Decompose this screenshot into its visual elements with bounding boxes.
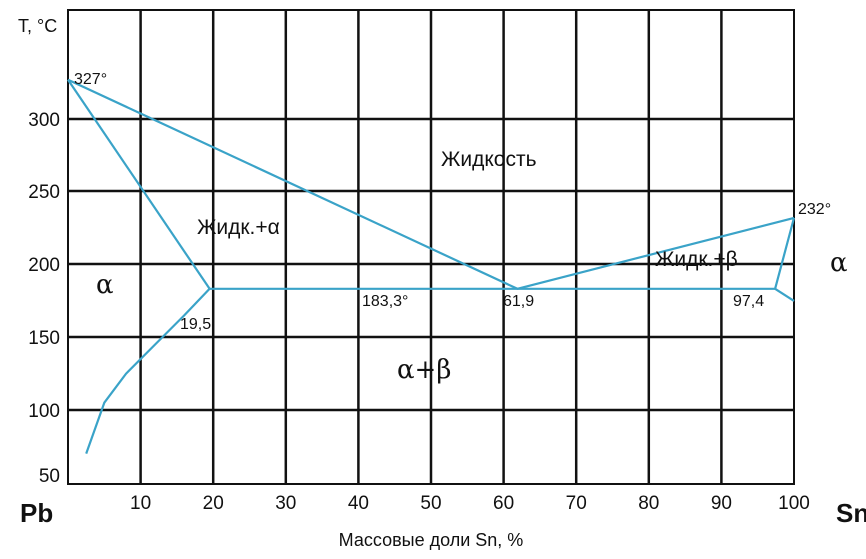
- eutectic-comp-label: 61,9: [503, 293, 534, 310]
- sn-solubility-label: 97,4: [733, 293, 764, 310]
- sn-solidus-line: [774, 217, 796, 290]
- x-axis-title: Массовые доли Sn, %: [339, 530, 524, 550]
- y-axis-title: T, °C: [18, 16, 57, 36]
- y-tick-label: 300: [28, 110, 60, 131]
- pb-label: Pb: [20, 498, 53, 528]
- x-tick-label: 70: [566, 493, 587, 514]
- x-tick-label: 30: [275, 493, 296, 514]
- region-liquid-beta: Жидк.+β: [655, 248, 738, 271]
- region-liquid-alpha: Жидк.+α: [197, 216, 280, 239]
- pb-solubility-label: 19,5: [180, 316, 211, 333]
- pb-solvus-line: [85, 288, 211, 454]
- x-tick-label: 50: [420, 493, 441, 514]
- y-tick-label: 250: [28, 182, 60, 203]
- sn-label: Sn: [836, 498, 866, 528]
- pb-solidus-line: [67, 79, 211, 290]
- eutectic-temp-label: 183,3°: [362, 293, 408, 310]
- x-tick-label: 40: [348, 493, 369, 514]
- y-tick-label: 50: [39, 466, 60, 487]
- x-tick-label: 20: [203, 493, 224, 514]
- region-alpha-beta: α+β: [397, 355, 451, 385]
- y-tick-label: 100: [28, 401, 60, 422]
- x-tick-label: 90: [711, 493, 732, 514]
- x-tick-label: 10: [130, 493, 151, 514]
- region-alpha-right: α: [830, 248, 848, 278]
- phase-lines: [67, 78, 796, 454]
- y-tick-label: 150: [28, 328, 60, 349]
- pb-melting-label: 327°: [74, 71, 107, 88]
- x-tick-label: 80: [638, 493, 659, 514]
- x-tick-label: 100: [778, 493, 810, 514]
- region-alpha-left: α: [96, 270, 114, 300]
- sn-melting-label: 232°: [798, 201, 831, 218]
- sn-solvus-line: [774, 287, 795, 302]
- y-tick-label: 200: [28, 255, 60, 276]
- grid: [68, 10, 794, 484]
- x-tick-label: 60: [493, 493, 514, 514]
- region-liquid: Жидкость: [441, 148, 537, 171]
